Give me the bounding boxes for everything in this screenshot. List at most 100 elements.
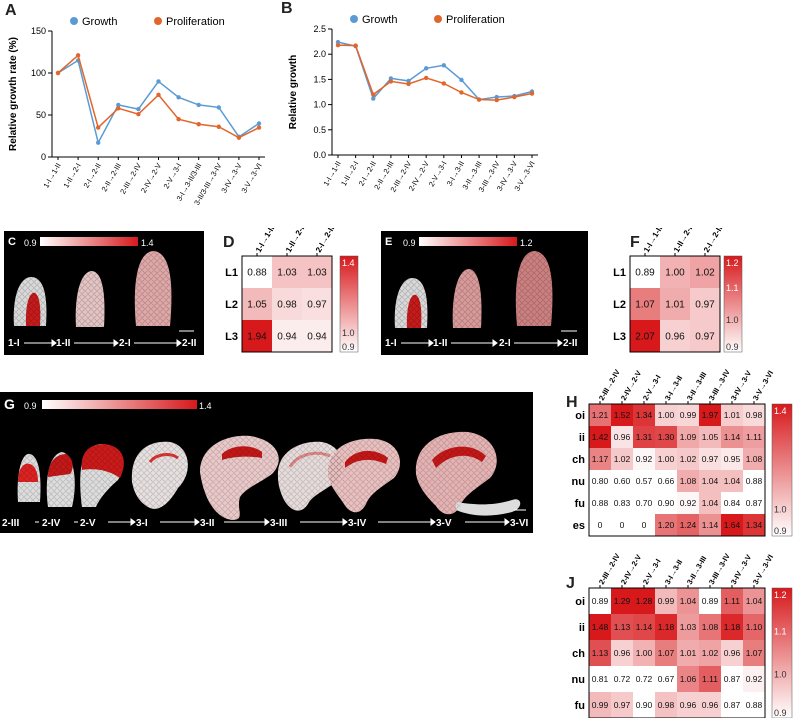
- y-tick-label: 150: [31, 26, 46, 36]
- data-point: [196, 102, 201, 108]
- data-point: [116, 102, 121, 108]
- legend-proliferation-marker: [154, 17, 162, 25]
- chart-b: 0.00.51.01.52.02.51-I→1-II1-II→2-I2-I→2-…: [288, 14, 538, 194]
- heat-cell: [272, 320, 302, 352]
- e-organoid-1: [394, 277, 428, 328]
- heat-cell: [660, 320, 690, 352]
- heat-cell-value: 1.94: [247, 332, 267, 343]
- data-point: [494, 94, 499, 100]
- heat-cell-value: 0.94: [277, 332, 297, 343]
- heat-cell: [655, 426, 677, 448]
- panel-label-d: D: [223, 234, 235, 251]
- heat-cell: [611, 448, 633, 470]
- heat-cell: [677, 666, 699, 692]
- heat-cell: [630, 320, 660, 352]
- heat-cell: [721, 470, 743, 492]
- data-point: [256, 125, 262, 130]
- heat-cell: [630, 256, 660, 288]
- heat-row-label: ch: [572, 648, 585, 660]
- heat-cell: [699, 492, 721, 514]
- heat-cell-value: 1.48: [592, 622, 609, 632]
- heat-cell-value: 0.96: [702, 700, 719, 710]
- data-point: [371, 96, 376, 101]
- panel-label-c: C: [8, 236, 16, 248]
- heat-cell-value: 0.90: [636, 700, 653, 710]
- heat-colorbar: [723, 255, 743, 353]
- heat-cell: [699, 666, 721, 692]
- data-point: [476, 97, 482, 102]
- heat-cell-value: 1.02: [680, 454, 697, 464]
- heat-cell: [721, 588, 743, 614]
- heat-row-label: L1: [225, 267, 238, 279]
- data-point: [441, 81, 447, 86]
- g-bar-max: 1.4: [199, 401, 212, 411]
- heat-cell: [743, 470, 765, 492]
- heat-cell-value: 1.09: [680, 432, 697, 442]
- heat-cell: [699, 404, 721, 426]
- heat-cell-value: 0.96: [614, 648, 631, 658]
- colorbar-mid-label: 1.0: [726, 315, 739, 325]
- heat-cell-value: 1.14: [636, 622, 653, 632]
- heat-cell-value: 1.11: [746, 432, 762, 442]
- heat-cell-value: 1.04: [680, 596, 697, 606]
- data-point: [423, 75, 429, 81]
- heat-cell: [699, 588, 721, 614]
- heat-cell: [677, 448, 699, 470]
- c-organoid-2: [75, 271, 105, 327]
- y-tick-label: 100: [31, 68, 46, 78]
- heat-cell: [302, 320, 332, 352]
- heat-cell-value: 1.04: [702, 476, 719, 486]
- heat-cell-value: 0.89: [592, 596, 609, 606]
- heatmap-f: 0.89 1.00 1.02 1.07 1.01 0.97 2.07 0.96 0.97 L1 L2…: [613, 228, 743, 353]
- data-point: [156, 79, 161, 84]
- heat-cell-value: 1.21: [592, 410, 609, 420]
- heat-cell: [655, 492, 677, 514]
- heat-cell-value: 1.03: [680, 622, 697, 632]
- y-tick-label: 2.5: [313, 24, 326, 34]
- data-point: [256, 121, 262, 126]
- data-point: [156, 92, 161, 98]
- heat-row-label: L1: [613, 267, 626, 279]
- data-point: [136, 106, 141, 112]
- heat-cell: [589, 588, 611, 614]
- heat-cell: [611, 640, 633, 666]
- heat-cell-value: 0.60: [614, 476, 631, 486]
- heat-cell: [743, 492, 765, 514]
- heat-row-label: nu: [572, 674, 585, 686]
- c-stage-1: 1-I: [8, 338, 20, 349]
- heat-cell-value: 0.83: [614, 498, 631, 508]
- heat-cell: [589, 692, 611, 718]
- heat-row-label: es: [573, 520, 585, 532]
- e-bar-max: 1.2: [520, 238, 533, 248]
- data-point: [388, 76, 394, 81]
- heat-cell-value: 1.02: [695, 268, 715, 279]
- heat-cell: [633, 514, 655, 536]
- heat-cell-value: 1.18: [658, 622, 675, 632]
- y-axis-title: Relative growth rate (%): [8, 37, 19, 151]
- heat-cell-value: 1.13: [592, 648, 609, 658]
- heat-cell: [743, 426, 765, 448]
- heat-col-label: 3-IV→3-V: [729, 369, 753, 402]
- heat-cell: [611, 426, 633, 448]
- heat-col-label: 1-II→2-I: [284, 228, 306, 254]
- heat-cell-value: 0.97: [702, 454, 719, 464]
- y-tick-label: 1.5: [313, 74, 326, 84]
- heat-cell: [589, 426, 611, 448]
- heat-cell-value: 1.01: [665, 300, 685, 311]
- heat-cell: [302, 288, 332, 320]
- heat-cell-value: 0.80: [592, 476, 609, 486]
- heat-cell: [660, 288, 690, 320]
- heat-cell-value: 0.57: [636, 476, 653, 486]
- heat-cell-value: 1.05: [702, 432, 719, 442]
- data-point: [55, 70, 61, 76]
- heat-cell-value: 0.70: [636, 498, 653, 508]
- g-stage-2: 2-IV: [42, 518, 61, 529]
- g-stage-5: 3-II: [200, 518, 215, 529]
- panel-c-svg: C 0.9 1.4 1-I 1-II 2-I 2-II: [8, 236, 197, 349]
- panel-label-h: H: [566, 394, 578, 411]
- panel-g-svg: G 0.9 1.4: [2, 396, 529, 529]
- legend-proliferation-marker: [434, 15, 442, 23]
- panel-c-render: C 0.9 1.4 1-I 1-II 2-I 2-II: [4, 231, 204, 355]
- data-point: [406, 81, 411, 87]
- heat-col-label: 2-V→3-I: [641, 557, 663, 586]
